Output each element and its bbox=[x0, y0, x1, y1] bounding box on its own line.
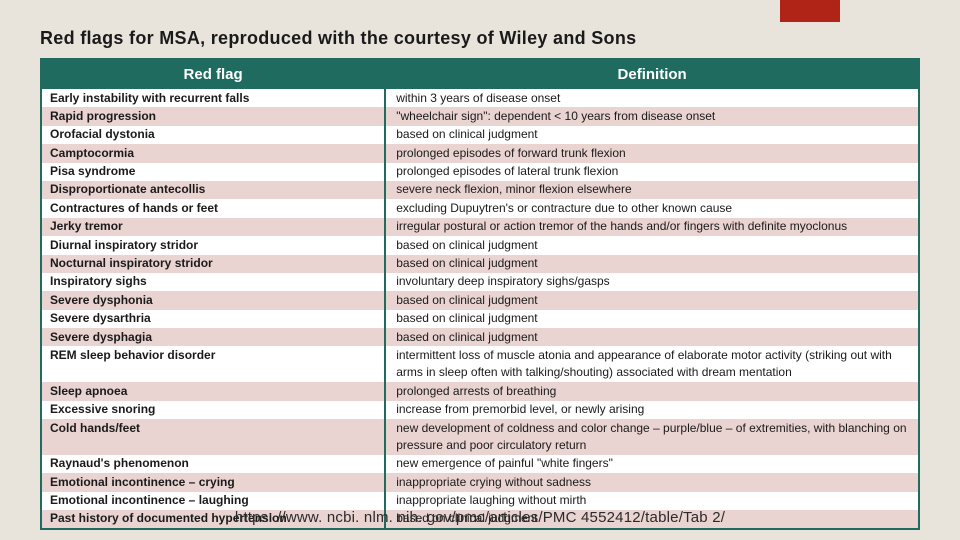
red-flag-cell: Raynaud's phenomenon bbox=[42, 455, 386, 473]
definition-cell: involuntary deep inspiratory sighs/gasps bbox=[386, 273, 918, 291]
table-row: REM sleep behavior disorderintermittent … bbox=[42, 346, 918, 382]
table-header: Red flag Definition bbox=[42, 60, 918, 89]
definition-cell: prolonged episodes of lateral trunk flex… bbox=[386, 163, 918, 181]
definition-cell: based on clinical judgment bbox=[386, 291, 918, 309]
table-row: Contractures of hands or feetexcluding D… bbox=[42, 199, 918, 217]
definition-cell: based on clinical judgment bbox=[386, 255, 918, 273]
red-flag-cell: Severe dysphonia bbox=[42, 291, 386, 309]
red-flag-cell: Early instability with recurrent falls bbox=[42, 89, 386, 107]
definition-cell: irregular postural or action tremor of t… bbox=[386, 218, 918, 236]
red-flag-cell: Disproportionate antecollis bbox=[42, 181, 386, 199]
red-flag-cell: Nocturnal inspiratory stridor bbox=[42, 255, 386, 273]
page-title: Red flags for MSA, reproduced with the c… bbox=[40, 28, 636, 49]
table-row: Disproportionate antecollissevere neck f… bbox=[42, 181, 918, 199]
red-flag-cell: Pisa syndrome bbox=[42, 163, 386, 181]
table-row: Severe dysphoniabased on clinical judgme… bbox=[42, 291, 918, 309]
red-flag-cell: Orofacial dystonia bbox=[42, 126, 386, 144]
definition-cell: "wheelchair sign": dependent < 10 years … bbox=[386, 107, 918, 125]
red-flag-cell: Severe dysphagia bbox=[42, 328, 386, 346]
table-row: Inspiratory sighsinvoluntary deep inspir… bbox=[42, 273, 918, 291]
red-flag-cell: Contractures of hands or feet bbox=[42, 199, 386, 217]
table-row: Pisa syndromeprolonged episodes of later… bbox=[42, 163, 918, 181]
red-flag-cell: Emotional incontinence – crying bbox=[42, 473, 386, 491]
definition-cell: based on clinical judgment bbox=[386, 310, 918, 328]
definition-cell: severe neck flexion, minor flexion elsew… bbox=[386, 181, 918, 199]
table-row: Raynaud's phenomenonnew emergence of pai… bbox=[42, 455, 918, 473]
red-flag-cell: Severe dysarthria bbox=[42, 310, 386, 328]
table-row: Early instability with recurrent fallswi… bbox=[42, 89, 918, 107]
title-prefix: Red flags for bbox=[40, 28, 159, 48]
definition-cell: based on clinical judgment bbox=[386, 126, 918, 144]
definition-cell: inappropriate laughing without mirth bbox=[386, 492, 918, 510]
table-row: Sleep apnoeaprolonged arrests of breathi… bbox=[42, 382, 918, 400]
definition-cell: increase from premorbid level, or newly … bbox=[386, 401, 918, 419]
table-row: Rapid progression"wheelchair sign": depe… bbox=[42, 107, 918, 125]
definition-cell: intermittent loss of muscle atonia and a… bbox=[386, 346, 918, 382]
table-row: Nocturnal inspiratory stridorbased on cl… bbox=[42, 255, 918, 273]
red-flag-cell: Cold hands/feet bbox=[42, 419, 386, 455]
definition-cell: inappropriate crying without sadness bbox=[386, 473, 918, 491]
red-flag-cell: Camptocormia bbox=[42, 144, 386, 162]
table-row: Diurnal inspiratory stridorbased on clin… bbox=[42, 236, 918, 254]
red-flag-cell: Rapid progression bbox=[42, 107, 386, 125]
definition-cell: excluding Dupuytren's or contracture due… bbox=[386, 199, 918, 217]
red-flag-cell: Jerky tremor bbox=[42, 218, 386, 236]
table-row: Cold hands/feetnew development of coldne… bbox=[42, 419, 918, 455]
table-row: Camptocormiaprolonged episodes of forwar… bbox=[42, 144, 918, 162]
table-row: Severe dysarthriabased on clinical judgm… bbox=[42, 310, 918, 328]
table-row: Excessive snoringincrease from premorbid… bbox=[42, 401, 918, 419]
definition-cell: new emergence of painful "white fingers" bbox=[386, 455, 918, 473]
table-row: Emotional incontinence – laughinginappro… bbox=[42, 492, 918, 510]
definition-cell: within 3 years of disease onset bbox=[386, 89, 918, 107]
accent-bar bbox=[780, 0, 840, 22]
definition-cell: based on clinical judgment bbox=[386, 236, 918, 254]
definition-cell: new development of coldness and color ch… bbox=[386, 419, 918, 455]
title-suffix: , reproduced with the courtesy of Wiley … bbox=[200, 28, 636, 48]
table-row: Severe dysphagiabased on clinical judgme… bbox=[42, 328, 918, 346]
title-emphasis: MSA bbox=[159, 28, 200, 48]
red-flag-cell: REM sleep behavior disorder bbox=[42, 346, 386, 382]
red-flag-cell: Diurnal inspiratory stridor bbox=[42, 236, 386, 254]
table-body: Early instability with recurrent fallswi… bbox=[42, 89, 918, 528]
column-header-definition: Definition bbox=[386, 60, 918, 89]
red-flag-cell: Inspiratory sighs bbox=[42, 273, 386, 291]
red-flag-cell: Emotional incontinence – laughing bbox=[42, 492, 386, 510]
definition-cell: based on clinical judgment bbox=[386, 328, 918, 346]
table-row: Jerky tremorirregular postural or action… bbox=[42, 218, 918, 236]
red-flags-table: Red flag Definition Early instability wi… bbox=[40, 58, 920, 530]
red-flag-cell: Excessive snoring bbox=[42, 401, 386, 419]
definition-cell: prolonged arrests of breathing bbox=[386, 382, 918, 400]
column-header-redflag: Red flag bbox=[42, 60, 386, 89]
red-flag-cell: Sleep apnoea bbox=[42, 382, 386, 400]
source-url: https: //www. ncbi. nlm. nih. gov/pmc/ar… bbox=[0, 509, 960, 526]
definition-cell: prolonged episodes of forward trunk flex… bbox=[386, 144, 918, 162]
table-row: Orofacial dystoniabased on clinical judg… bbox=[42, 126, 918, 144]
table-row: Emotional incontinence – cryinginappropr… bbox=[42, 473, 918, 491]
